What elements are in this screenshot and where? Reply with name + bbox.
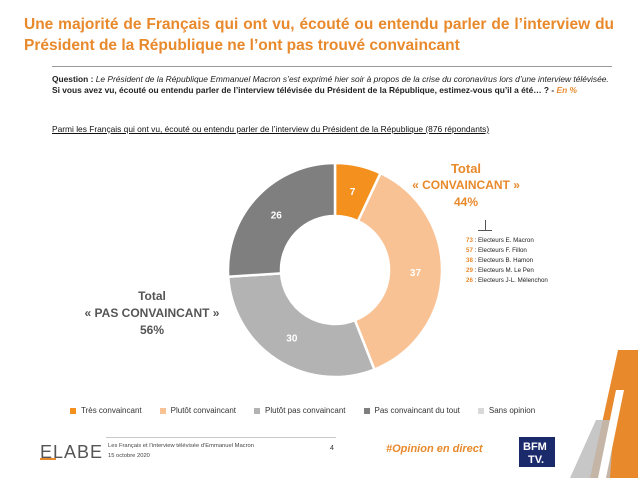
opinion-hashtag: #Opinion en direct (386, 443, 483, 455)
voter-row: 73 : Electeurs E. Macron (466, 236, 548, 246)
voter-label: : Electeurs J-L. Mélenchon (472, 277, 548, 284)
legend-label: Pas convaincant du tout (374, 406, 460, 415)
legend-swatch (159, 407, 166, 414)
legend-item: Très convaincant (70, 406, 142, 415)
legend-label: Sans opinion (488, 406, 536, 415)
bfm-logo-top: BFM (523, 441, 547, 453)
bracket-line (485, 220, 486, 230)
population-note: Parmi les Français qui ont vu, écouté ou… (52, 124, 612, 134)
legend-swatch (254, 407, 260, 414)
headline-divider (52, 66, 612, 67)
voter-label: : Electeurs F. Fillon (472, 247, 527, 254)
donut-slice (226, 272, 377, 379)
legend-swatch (363, 407, 370, 414)
page-number: 4 (330, 445, 334, 452)
question-text: Question : Le Président de la République… (52, 74, 612, 96)
total-pas-convaincant: Total « PAS CONVAINCANT » 56% (66, 288, 238, 339)
legend-label: Plutôt pas convaincant (265, 406, 346, 415)
legend-item: Plutôt convaincant (159, 406, 236, 415)
total-convaincant-label: « CONVAINCANT » (412, 178, 520, 192)
total-pas-convaincant-title: Total (138, 289, 166, 303)
footer-text: Les Français et l’interview télévisée d’… (108, 441, 254, 461)
bracket-base (478, 230, 492, 231)
donut-value-label: 37 (410, 268, 422, 279)
question-unit: En % (556, 85, 577, 95)
question-body: Si vous avez vu, écouté ou entendu parle… (52, 85, 557, 95)
elabe-logo: ELABE (40, 442, 103, 462)
page-headline: Une majorité de Français qui ont vu, éco… (24, 16, 614, 54)
donut-slice (226, 161, 337, 279)
legend-item: Pas convaincant du tout (363, 406, 460, 415)
question-label: Question : (52, 74, 96, 84)
voter-value: 38 (466, 257, 473, 264)
voter-row: 29 : Electeurs M. Le Pen (466, 266, 548, 276)
population-text: Parmi les Français qui ont vu, écouté ou… (52, 124, 490, 134)
svg-text:ELABE: ELABE (40, 442, 103, 462)
total-convaincant-title: Total (450, 161, 482, 176)
bfm-logo-bottom: TV. (528, 454, 544, 466)
legend-label: Plutôt convaincant (170, 406, 236, 415)
donut-value-label: 7 (350, 187, 356, 198)
legend-swatch (70, 407, 76, 414)
bfmtv-logo: BFM TV. (519, 437, 555, 467)
legend-item: Plutôt pas convaincant (254, 406, 346, 415)
voter-label: : Electeurs M. Le Pen (472, 267, 534, 274)
voter-value: 26 (466, 277, 473, 284)
legend-label: Très convaincant (81, 406, 142, 415)
voter-value: 73 (466, 237, 473, 244)
footer-divider (106, 437, 336, 438)
footer-study-title: Les Français et l’interview télévisée d’… (108, 443, 254, 449)
voter-label: : Electeurs B. Hamon (472, 257, 534, 264)
legend-swatch (477, 407, 484, 414)
donut-value-labels: 7 37 30 26 (271, 187, 422, 345)
donut-slices (226, 161, 444, 379)
legend-item: Sans opinion (477, 406, 536, 415)
donut-value-label: 26 (271, 210, 283, 221)
total-pas-convaincant-value: 56% (139, 323, 165, 337)
total-convaincant: Total « CONVAINCANT » 44% (392, 160, 540, 211)
donut-value-label: 30 (286, 333, 298, 344)
donut-slice (353, 171, 444, 372)
voter-value: 29 (466, 267, 473, 274)
total-convaincant-value: 44% (453, 195, 479, 209)
total-pas-convaincant-label: « PAS CONVAINCANT » (84, 306, 220, 320)
decorative-a-shape (570, 350, 638, 478)
question-context: Le Président de la République Emmanuel M… (95, 74, 609, 84)
voter-label: : Electeurs E. Macron (472, 237, 534, 244)
voter-value: 57 (466, 247, 473, 254)
voter-row: 38 : Electeurs B. Hamon (466, 256, 548, 266)
chart-legend: Très convaincant Plutôt convaincant Plut… (70, 406, 535, 415)
voter-breakdown: 73 : Electeurs E. Macron 57 : Electeurs … (466, 236, 548, 286)
voter-row: 26 : Electeurs J-L. Mélenchon (466, 276, 548, 286)
footer-date: 15 octobre 2020 (108, 453, 150, 459)
voter-row: 57 : Electeurs F. Fillon (466, 246, 548, 256)
